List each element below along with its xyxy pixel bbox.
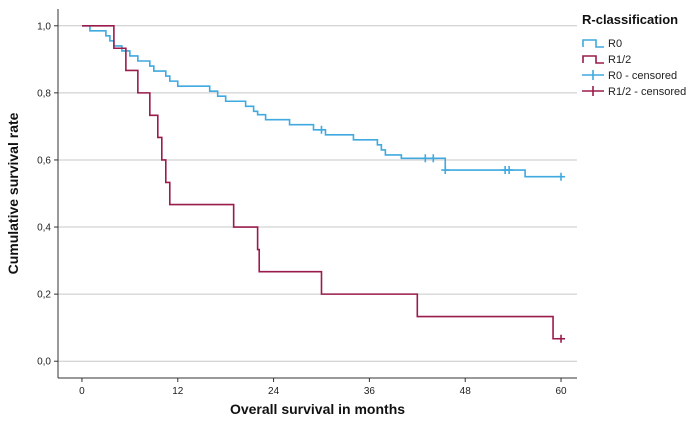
censor-mark-r0-2	[429, 154, 438, 163]
censor-marks	[317, 125, 566, 343]
x-tick-label-24: 24	[268, 386, 280, 397]
censor-mark-r0-0	[317, 125, 326, 134]
legend-label-0: R0	[608, 38, 622, 50]
legend-label-2: R0 - censored	[608, 70, 677, 82]
x-tick-label-48: 48	[460, 386, 472, 397]
y-tick-label-0: 0,0	[37, 357, 51, 368]
legend-entry-2: R0 - censored	[582, 70, 677, 82]
y-tick-label-4: 0,8	[37, 88, 51, 99]
legend-entry-3: R1/2 - censored	[582, 86, 686, 98]
series-line-r0	[81, 24, 562, 178]
y-tick-label-1: 0,2	[37, 290, 51, 301]
gridlines	[58, 25, 577, 362]
legend-swatch-line-0	[582, 39, 604, 48]
survival-curves	[81, 24, 562, 340]
censor-mark-r0-6	[557, 172, 566, 181]
x-axis-title: Overall survival in months	[230, 401, 405, 417]
censor-mark-r0-3	[441, 166, 450, 175]
y-axis-title: Cumulative survival rate	[5, 112, 21, 274]
censor-mark-r12-0	[557, 334, 566, 343]
legend-swatch-line-1	[582, 55, 604, 64]
legend-label-3: R1/2 - censored	[608, 86, 686, 98]
y-tick-label-2: 0,4	[37, 223, 51, 234]
x-tick-label-60: 60	[555, 386, 567, 397]
y-tick-label-3: 0,6	[37, 155, 51, 166]
y-tick-label-5: 1,0	[37, 21, 51, 32]
x-tick-label-36: 36	[364, 386, 376, 397]
x-axis-ticks: 0 12 24 36 48 60	[79, 378, 567, 397]
legend-entry-0: R0	[582, 38, 622, 50]
censor-mark-r0-5	[505, 166, 514, 175]
legend-entry-1: R1/2	[582, 54, 631, 66]
x-tick-label-0: 0	[79, 386, 85, 397]
censor-mark-r0-1	[421, 154, 430, 163]
series-line-r12	[81, 24, 562, 340]
legend: R-classification R0 R1/2 R0 - censored R1/2…	[582, 12, 686, 98]
x-tick-label-12: 12	[172, 386, 184, 397]
y-axis-ticks: 0,0 0,2 0,4 0,6 0,8 1,0	[37, 21, 58, 368]
legend-title: R-classification	[582, 12, 678, 27]
legend-label-1: R1/2	[608, 54, 631, 66]
